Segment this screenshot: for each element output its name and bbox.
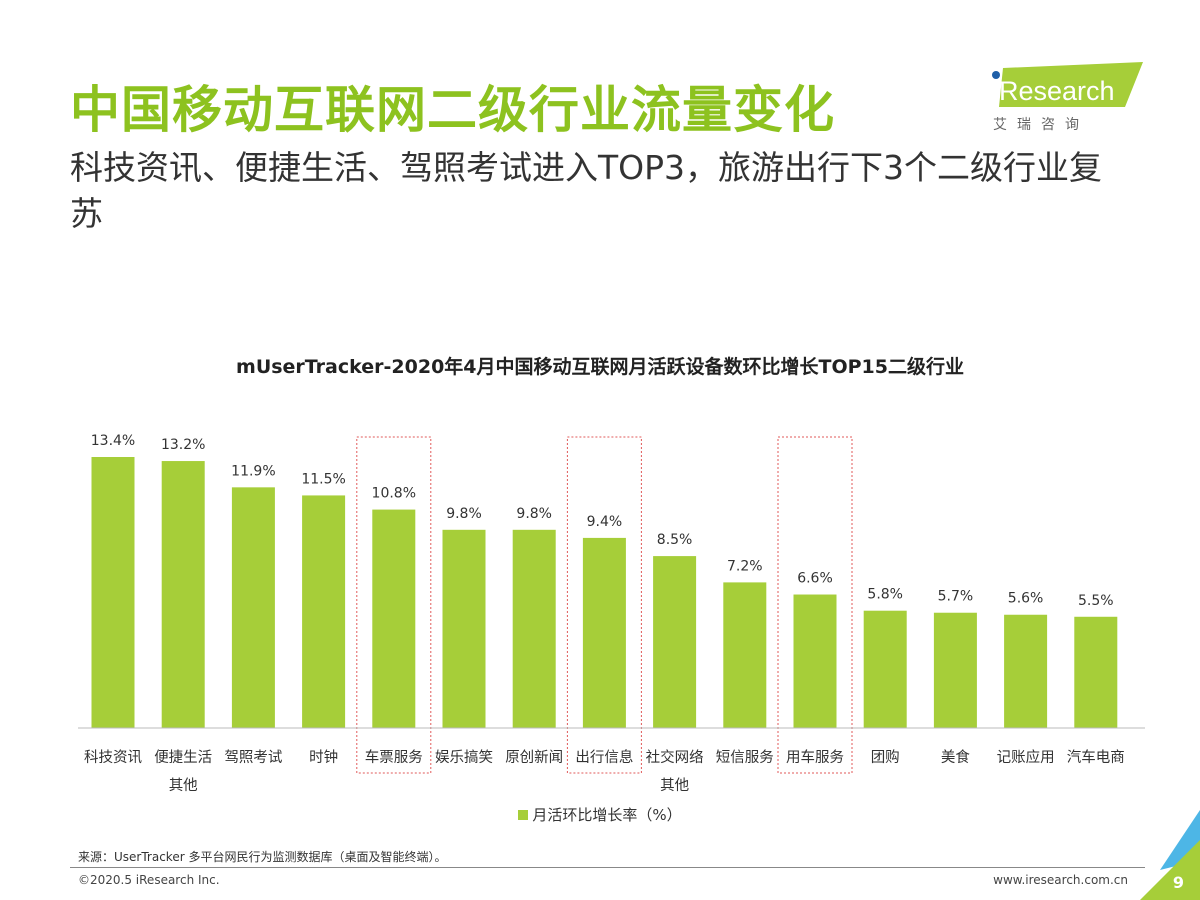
x-tick-label: 其他 xyxy=(660,777,689,794)
corner-decoration xyxy=(1140,810,1200,900)
data-label: 9.4% xyxy=(587,514,623,530)
bar xyxy=(1074,616,1118,728)
legend-label: 月活环比增长率（%） xyxy=(532,806,682,824)
bar xyxy=(91,457,135,728)
data-label: 5.5% xyxy=(1078,593,1114,609)
x-tick-label: 驾照考试 xyxy=(224,749,282,766)
divider xyxy=(70,867,1145,868)
bar xyxy=(231,487,275,728)
data-label: 5.7% xyxy=(938,589,974,605)
x-tick-label: 娱乐搞笑 xyxy=(435,749,493,766)
bar xyxy=(793,594,837,728)
data-label: 5.8% xyxy=(867,587,903,603)
data-label: 11.5% xyxy=(301,471,345,487)
data-label: 5.6% xyxy=(1008,591,1044,607)
data-label: 9.8% xyxy=(446,506,482,522)
x-tick-label: 美食 xyxy=(941,749,970,766)
data-label: 13.4% xyxy=(91,433,135,449)
x-tick-label: 团购 xyxy=(871,749,900,766)
bar xyxy=(302,495,346,728)
svg-text:iResearch: iResearch xyxy=(993,76,1115,106)
bar xyxy=(863,610,907,728)
data-label: 6.6% xyxy=(797,571,833,587)
highlight-box xyxy=(777,436,853,774)
x-tick-label: 记账应用 xyxy=(997,748,1055,766)
page-subtitle: 科技资讯、便捷生活、驾照考试进入TOP3，旅游出行下3个二级行业复苏 xyxy=(70,148,1103,233)
x-tick-label: 汽车电商 xyxy=(1067,749,1125,766)
bar xyxy=(512,529,556,728)
bar xyxy=(723,582,767,728)
x-tick-label: 科技资讯 xyxy=(84,749,142,766)
data-label: 10.8% xyxy=(372,486,416,502)
legend-swatch xyxy=(518,810,529,820)
x-tick-label: 便捷生活 xyxy=(154,749,212,766)
bar xyxy=(653,556,697,728)
iresearch-logo: iResearch 艾瑞咨询 xyxy=(985,62,1145,133)
bar xyxy=(582,537,626,728)
website-link[interactable]: www.iresearch.com.cn xyxy=(993,873,1128,887)
x-tick-label: 原创新闻 xyxy=(505,749,563,766)
chart-title: mUserTracker-2020年4月中国移动互联网月活跃设备数环比增长TOP… xyxy=(236,356,964,378)
x-tick-label: 短信服务 xyxy=(716,749,774,766)
page-number: 9 xyxy=(1172,873,1184,892)
legend: 月活环比增长率（%） xyxy=(0,804,1200,825)
x-tick-label: 车票服务 xyxy=(365,749,423,766)
x-tick-label: 其他 xyxy=(169,777,198,794)
data-label: 7.2% xyxy=(727,558,763,574)
bar xyxy=(442,529,486,728)
bar xyxy=(933,612,977,728)
page-title: 中国移动互联网二级行业流量变化 xyxy=(70,81,835,139)
x-tick-label: 用车服务 xyxy=(786,749,844,766)
highlight-box xyxy=(356,436,432,774)
x-tick-label: 出行信息 xyxy=(575,749,633,766)
copyright: ©2020.5 iResearch Inc. xyxy=(78,873,220,887)
data-label: 9.8% xyxy=(516,506,552,522)
data-label: 11.9% xyxy=(231,463,275,479)
svg-text:艾瑞咨询: 艾瑞咨询 xyxy=(993,117,1089,132)
data-label: 8.5% xyxy=(657,532,693,548)
x-tick-label: 社交网络 xyxy=(646,748,704,766)
highlight-box xyxy=(566,436,642,774)
bar xyxy=(372,509,416,728)
data-label: 13.2% xyxy=(161,437,205,453)
source-note: 来源：UserTracker 多平台网民行为监测数据库（桌面及智能终端）。 xyxy=(78,850,447,864)
x-tick-label: 时钟 xyxy=(309,749,338,766)
bar xyxy=(1004,614,1048,728)
bar xyxy=(161,461,205,728)
